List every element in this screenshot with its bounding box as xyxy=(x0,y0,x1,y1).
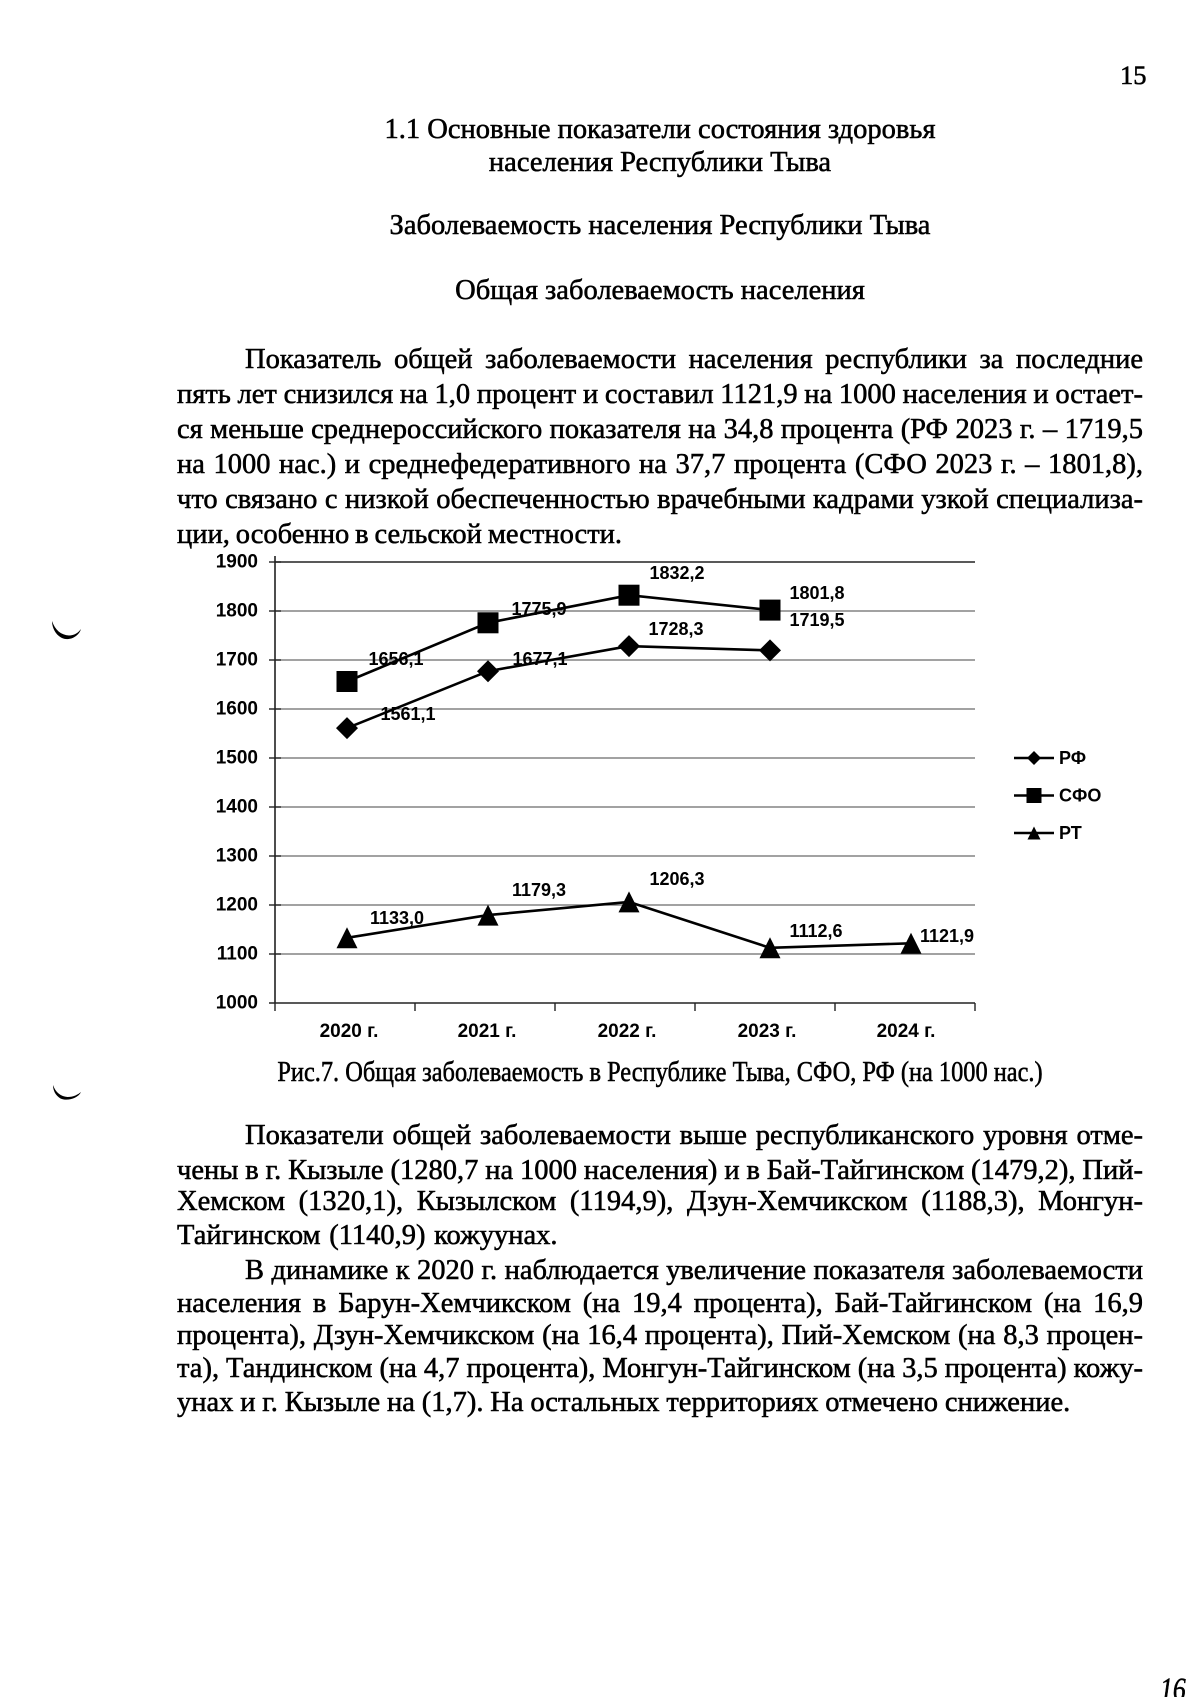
svg-text:1800: 1800 xyxy=(216,601,258,622)
svg-text:1200: 1200 xyxy=(216,895,258,916)
svg-text:1600: 1600 xyxy=(216,699,258,720)
svg-text:1801,8: 1801,8 xyxy=(789,583,844,603)
svg-text:РФ: РФ xyxy=(1059,748,1086,768)
svg-text:1112,6: 1112,6 xyxy=(789,921,842,941)
svg-text:СФО: СФО xyxy=(1059,786,1101,806)
svg-text:1400: 1400 xyxy=(216,797,258,818)
svg-text:1121,9: 1121,9 xyxy=(920,926,974,946)
svg-text:1561,1: 1561,1 xyxy=(380,704,435,724)
svg-text:2023 г.: 2023 г. xyxy=(738,1021,797,1042)
svg-text:1656,1: 1656,1 xyxy=(368,649,423,669)
svg-text:РТ: РТ xyxy=(1059,823,1082,843)
svg-text:1179,3: 1179,3 xyxy=(512,880,566,900)
svg-text:1677,1: 1677,1 xyxy=(512,649,567,669)
svg-text:1500: 1500 xyxy=(216,748,258,769)
svg-text:1206,3: 1206,3 xyxy=(649,869,704,889)
svg-text:1300: 1300 xyxy=(216,846,258,867)
svg-text:1000: 1000 xyxy=(216,993,258,1014)
svg-text:1775,9: 1775,9 xyxy=(511,599,566,619)
svg-text:2022 г.: 2022 г. xyxy=(598,1021,657,1042)
svg-text:2020 г.: 2020 г. xyxy=(320,1021,379,1042)
svg-text:2021 г.: 2021 г. xyxy=(458,1021,517,1042)
svg-text:1900: 1900 xyxy=(216,552,258,573)
svg-text:1832,2: 1832,2 xyxy=(649,563,704,583)
svg-text:2024 г.: 2024 г. xyxy=(877,1021,936,1042)
svg-text:1700: 1700 xyxy=(216,650,258,671)
svg-text:1100: 1100 xyxy=(217,944,258,965)
svg-text:1719,5: 1719,5 xyxy=(789,610,844,630)
svg-text:1728,3: 1728,3 xyxy=(648,619,703,639)
svg-text:1133,0: 1133,0 xyxy=(370,908,424,928)
